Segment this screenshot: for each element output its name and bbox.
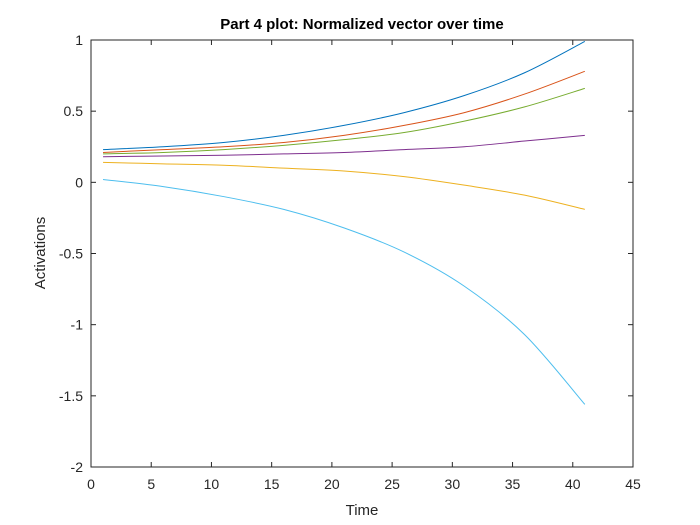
- axes-layer: 0 5 10 15 20 25 30 35 40 45 -2 -1.5 -1 -0.5 0 0.5 1: [59, 32, 641, 492]
- y-tick-label: -2: [71, 459, 84, 475]
- x-tick-label: 45: [625, 476, 641, 492]
- y-tick-label: 1: [75, 32, 83, 48]
- x-tick-label: 0: [87, 476, 95, 492]
- y-tick-label: -1.5: [59, 388, 83, 404]
- x-tick-label: 25: [384, 476, 400, 492]
- series-layer: [102, 40, 586, 405]
- x-tick-label: 35: [505, 476, 521, 492]
- series-line-2: [103, 70, 585, 153]
- y-tick-label: -0.5: [59, 246, 83, 262]
- x-tick-label: 30: [445, 476, 461, 492]
- x-tick-label: 5: [147, 476, 155, 492]
- x-tick-label: 40: [565, 476, 581, 492]
- y-tick-label: 0.5: [64, 103, 84, 119]
- x-tick-label: 10: [204, 476, 220, 492]
- y-tick-label: -1: [71, 317, 84, 333]
- x-tick-label: 15: [264, 476, 280, 492]
- series-line-3: [103, 87, 585, 155]
- chart-title: Part 4 plot: Normalized vector over time: [220, 16, 503, 33]
- plot-area: [91, 40, 633, 467]
- y-tick-label: 0: [75, 174, 83, 190]
- y-axis-label: Activations: [32, 217, 49, 290]
- series-line-6: [102, 178, 586, 405]
- x-axis-label: Time: [346, 502, 379, 519]
- series-line-1: [103, 40, 586, 151]
- series-line-4: [103, 134, 585, 158]
- series-line-5: [103, 161, 585, 210]
- x-tick-label: 20: [324, 476, 340, 492]
